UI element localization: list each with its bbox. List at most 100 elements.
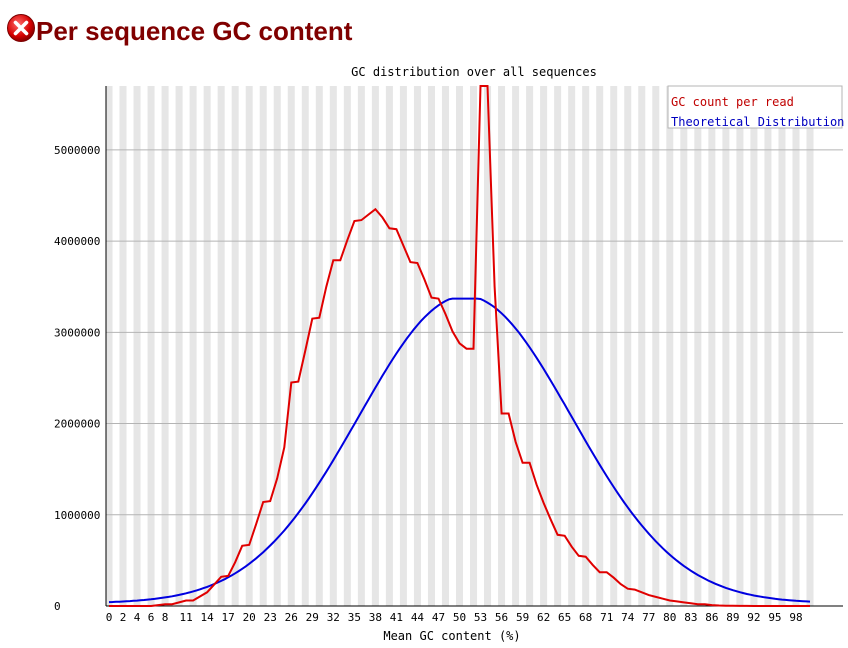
y-tick-label: 0 <box>54 600 61 613</box>
background-stripe <box>189 86 197 606</box>
chart-title: GC distribution over all sequences <box>351 65 597 79</box>
background-stripe <box>792 86 800 606</box>
x-tick-label: 80 <box>663 611 676 624</box>
background-stripe <box>105 86 113 606</box>
background-stripe <box>722 86 730 606</box>
x-tick-label: 2 <box>120 611 127 624</box>
y-tick-label: 4000000 <box>54 235 100 248</box>
x-tick-label: 50 <box>453 611 466 624</box>
x-tick-label: 20 <box>243 611 256 624</box>
background-stripe <box>512 86 520 606</box>
x-tick-label: 68 <box>579 611 592 624</box>
y-tick-label: 1000000 <box>54 509 100 522</box>
background-stripe <box>540 86 548 606</box>
x-tick-label: 59 <box>516 611 529 624</box>
x-tick-label: 98 <box>789 611 802 624</box>
x-tick-label: 92 <box>747 611 760 624</box>
background-stripe <box>133 86 141 606</box>
background-stripe <box>147 86 155 606</box>
x-tick-label: 17 <box>222 611 235 624</box>
background-stripe <box>778 86 786 606</box>
x-tick-label: 29 <box>306 611 319 624</box>
x-tick-label: 14 <box>201 611 215 624</box>
background-stripe <box>708 86 716 606</box>
background-stripe <box>582 86 590 606</box>
background-stripe <box>680 86 688 606</box>
x-tick-label: 41 <box>390 611 403 624</box>
background-stripe <box>413 86 421 606</box>
x-tick-label: 11 <box>179 611 192 624</box>
x-tick-label: 95 <box>768 611 781 624</box>
header: Per sequence GC content <box>6 8 352 48</box>
background-stripe <box>329 86 337 606</box>
background-stripe <box>736 86 744 606</box>
gc-count-line <box>109 85 810 607</box>
background-stripe <box>231 86 239 606</box>
background-stripe <box>287 86 295 606</box>
background-stripe <box>427 86 435 606</box>
legend-box <box>667 85 843 129</box>
background-stripe <box>596 86 604 606</box>
background-stripe <box>357 86 365 606</box>
x-tick-label: 56 <box>495 611 508 624</box>
background-stripe <box>666 86 674 606</box>
x-tick-label: 83 <box>684 611 697 624</box>
x-tick-label: 38 <box>369 611 382 624</box>
background-stripe <box>750 86 758 606</box>
y-tick-label: 2000000 <box>54 418 100 431</box>
background-stripe <box>175 86 183 606</box>
x-tick-label: 44 <box>411 611 425 624</box>
x-tick-label: 23 <box>264 611 277 624</box>
x-tick-label: 26 <box>285 611 298 624</box>
x-tick-label: 71 <box>600 611 613 624</box>
x-axis-label: Mean GC content (%) <box>383 629 520 643</box>
background-stripe <box>694 86 702 606</box>
background-stripe <box>554 86 562 606</box>
x-tick-label: 62 <box>537 611 550 624</box>
background-stripe <box>161 86 169 606</box>
x-tick-label: 47 <box>432 611 445 624</box>
fail-icon <box>7 14 35 42</box>
background-stripe <box>259 86 267 606</box>
background-stripe <box>273 86 281 606</box>
background-stripe <box>568 86 576 606</box>
background-stripe <box>399 86 407 606</box>
background-stripe <box>652 86 660 606</box>
background-stripe <box>301 86 309 606</box>
x-tick-label: 86 <box>705 611 718 624</box>
background-stripe <box>315 86 323 606</box>
background-stripe <box>217 86 225 606</box>
background-stripe <box>203 86 211 606</box>
background-stripe <box>764 86 772 606</box>
background-stripe <box>484 86 492 606</box>
background-stripe <box>245 86 253 606</box>
x-tick-label: 32 <box>327 611 340 624</box>
y-tick-label: 3000000 <box>54 326 100 339</box>
background-stripe <box>638 86 646 606</box>
background-stripe <box>498 86 506 606</box>
background-stripe <box>806 86 814 606</box>
background-stripe <box>385 86 393 606</box>
background-stripe <box>610 86 618 606</box>
legend-gc-count: GC count per read <box>671 95 794 109</box>
background-stripe <box>455 86 464 606</box>
background-stripe <box>624 86 632 606</box>
x-tick-label: 77 <box>642 611 655 624</box>
y-tick-label: 5000000 <box>54 144 100 157</box>
x-tick-label: 6 <box>148 611 155 624</box>
page-title: Per sequence GC content <box>36 15 353 46</box>
x-tick-label: 53 <box>474 611 487 624</box>
background-stripe <box>441 86 449 606</box>
x-tick-label: 4 <box>134 611 141 624</box>
x-tick-label: 74 <box>621 611 635 624</box>
x-tick-label: 89 <box>726 611 739 624</box>
x-tick-label: 8 <box>162 611 169 624</box>
x-tick-label: 0 <box>106 611 113 624</box>
x-tick-label: 35 <box>348 611 361 624</box>
theoretical-distribution-line <box>108 297 811 604</box>
legend-theoretical: Theoretical Distribution <box>671 115 844 129</box>
background-stripe <box>371 86 379 606</box>
background-stripe <box>343 86 351 606</box>
background-stripe <box>119 86 127 606</box>
